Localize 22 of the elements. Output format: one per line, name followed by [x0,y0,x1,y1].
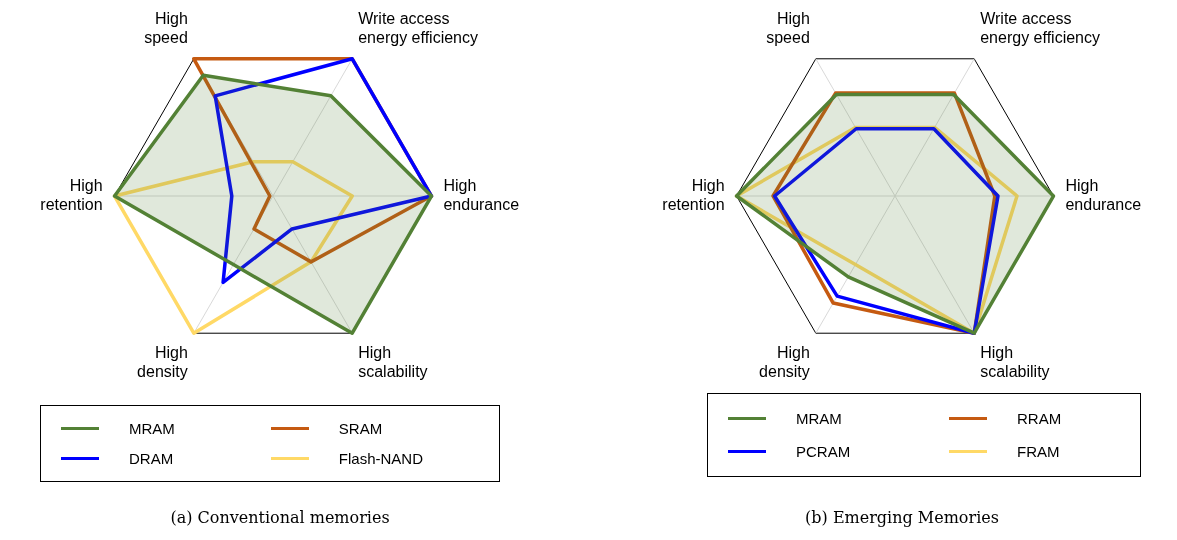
spoke-label: Write access energy efficiency [980,10,1100,47]
legend-label: PCRAM [796,443,851,460]
text: (a) Conventional memories [169,508,391,527]
spoke-label: High density [759,343,810,380]
spoke-label: High endurance [443,176,520,214]
spoke-label: High speed [766,10,810,47]
legend-label: FRAM [1017,443,1060,460]
spoke-label: High retention [662,176,725,214]
spoke-label: High endurance [1065,176,1142,214]
spoke-label: High density [137,343,188,380]
legend-label: Flash-NAND [338,449,423,467]
spoke-label: High speed [144,10,188,47]
spoke-label: Write access energy efficiency [358,10,478,47]
legend-label: RRAM [1017,410,1062,427]
text: (b) Emerging Memories [804,508,1000,527]
spoke-label: High scalability [980,343,1050,380]
legend-label: MRAM [129,420,175,438]
spoke-label: High retention [40,176,103,214]
legend-label: DRAM [129,449,174,467]
legend-label: MRAM [796,410,842,427]
spoke-label: High scalability [358,343,428,380]
legend-label: SRAM [338,420,383,438]
